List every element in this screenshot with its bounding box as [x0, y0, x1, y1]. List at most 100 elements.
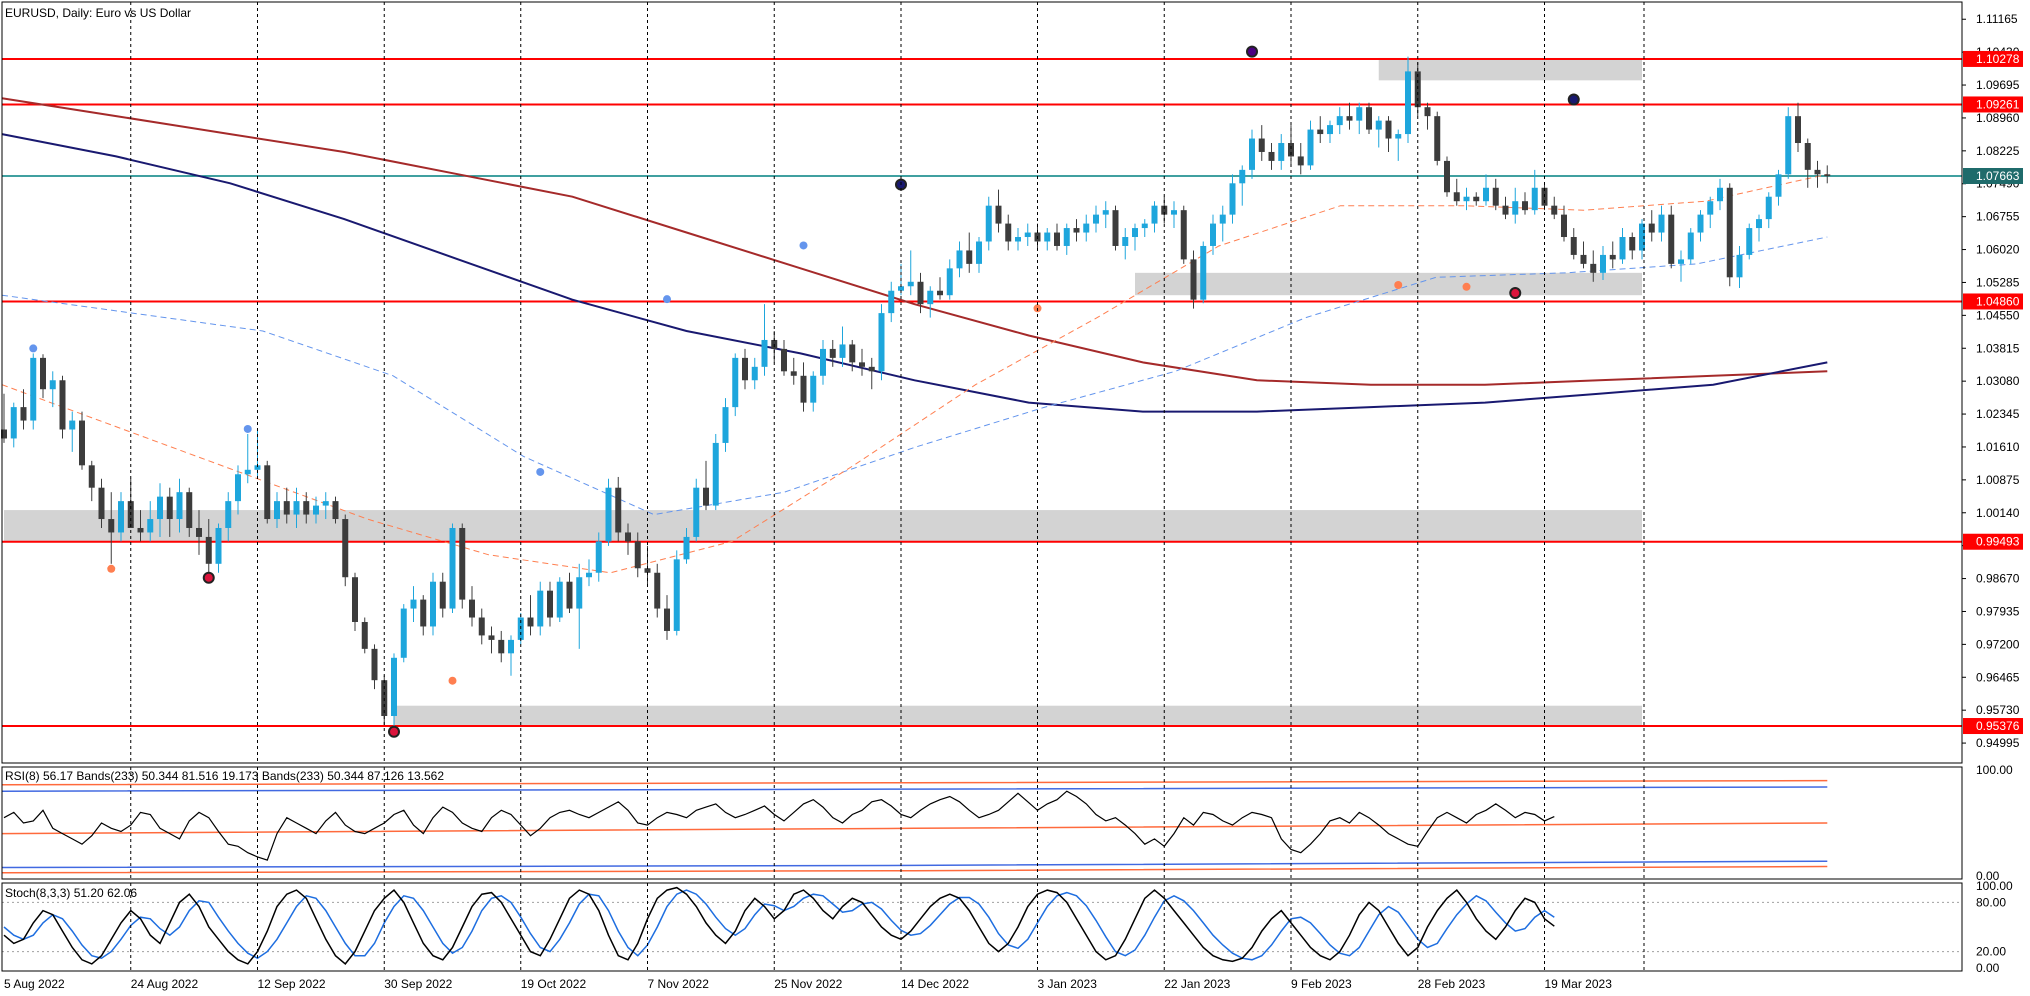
candle-body[interactable] — [332, 501, 339, 520]
candle-body[interactable] — [1522, 201, 1528, 211]
candle-body[interactable] — [995, 205, 1002, 224]
candle-body[interactable] — [1219, 214, 1226, 224]
candle-body[interactable] — [391, 657, 397, 716]
candle-body[interactable] — [1746, 228, 1753, 255]
swing-marker-dot[interactable] — [243, 424, 252, 433]
candle-body[interactable] — [478, 617, 485, 636]
candle-body[interactable] — [1824, 174, 1831, 177]
candle-body[interactable] — [508, 639, 514, 654]
candle-body[interactable] — [1531, 187, 1538, 211]
candle-body[interactable] — [1327, 125, 1333, 135]
candle-body[interactable] — [1492, 187, 1499, 206]
candle-body[interactable] — [1609, 254, 1616, 260]
candle-body[interactable] — [235, 474, 241, 502]
candle-body[interactable] — [1229, 183, 1236, 215]
swing-marker-ring[interactable] — [1509, 287, 1522, 300]
candle-body[interactable] — [654, 572, 661, 609]
candle-body[interactable] — [1629, 237, 1636, 251]
rsi-pane[interactable] — [1, 779, 1828, 874]
candle-body[interactable] — [225, 501, 232, 528]
candle-body[interactable] — [859, 362, 865, 367]
candle-body[interactable] — [303, 501, 310, 515]
candle-body[interactable] — [1707, 201, 1714, 215]
candle-body[interactable] — [400, 608, 407, 658]
candle-body[interactable] — [1726, 187, 1733, 278]
candle-body[interactable] — [352, 577, 358, 622]
candle-body[interactable] — [1024, 232, 1031, 238]
candle-body[interactable] — [1678, 259, 1684, 264]
candle-body[interactable] — [810, 375, 817, 403]
stoch-main-line[interactable] — [3, 886, 1555, 965]
candle-body[interactable] — [800, 375, 807, 403]
swing-marker-dot[interactable] — [663, 295, 671, 304]
candle-body[interactable] — [1765, 196, 1772, 220]
candle-body[interactable] — [1161, 205, 1168, 215]
candle-body[interactable] — [59, 380, 66, 430]
candle-body[interactable] — [69, 420, 76, 430]
candle-body[interactable] — [985, 205, 992, 242]
candle-body[interactable] — [595, 541, 602, 573]
candle-body[interactable] — [976, 241, 982, 264]
candle-body[interactable] — [410, 599, 417, 609]
candle-body[interactable] — [1044, 232, 1051, 242]
candle-body[interactable] — [1288, 143, 1294, 157]
candle-body[interactable] — [1141, 223, 1148, 229]
candle-body[interactable] — [1444, 160, 1450, 193]
candle-body[interactable] — [1434, 116, 1441, 161]
candle-body[interactable] — [1171, 210, 1177, 215]
candle-body[interactable] — [1414, 71, 1421, 108]
candle-body[interactable] — [537, 590, 544, 627]
candle-body[interactable] — [1093, 214, 1099, 224]
candle-body[interactable] — [1658, 214, 1665, 233]
candle-body[interactable] — [693, 487, 700, 537]
candle-body[interactable] — [1775, 174, 1782, 197]
candle-body[interactable] — [469, 599, 475, 618]
candle-body[interactable] — [1463, 196, 1470, 202]
candle-body[interactable] — [1697, 214, 1704, 233]
candle-body[interactable] — [586, 572, 592, 578]
candle-body[interactable] — [742, 357, 748, 381]
swing-marker-dot[interactable] — [536, 467, 545, 476]
candle-body[interactable] — [88, 465, 95, 488]
rsi-line[interactable] — [3, 790, 1555, 861]
swing-marker-dot[interactable] — [1462, 282, 1471, 291]
candle-body[interactable] — [283, 501, 290, 515]
candle-body[interactable] — [868, 366, 875, 372]
swing-marker-dot[interactable] — [799, 241, 808, 250]
swing-marker-ring[interactable] — [388, 725, 400, 738]
main-price-pane[interactable] — [1, 45, 1962, 738]
candle-body[interactable] — [1132, 228, 1138, 238]
candle-body[interactable] — [547, 590, 553, 618]
candle-body[interactable] — [1453, 192, 1460, 202]
candle-body[interactable] — [157, 496, 163, 520]
candle-body[interactable] — [322, 501, 329, 506]
candle-body[interactable] — [664, 608, 670, 631]
candle-body[interactable] — [1395, 134, 1402, 139]
candle-body[interactable] — [342, 519, 349, 578]
candle-body[interactable] — [1015, 237, 1021, 242]
candle-body[interactable] — [644, 568, 651, 573]
swing-marker-ring[interactable] — [1567, 93, 1580, 106]
candle-body[interactable] — [1795, 116, 1801, 144]
candle-body[interactable] — [566, 581, 573, 609]
candle-body[interactable] — [1258, 138, 1265, 152]
candle-body[interactable] — [1336, 116, 1343, 126]
candle-body[interactable] — [839, 344, 846, 358]
candle-body[interactable] — [293, 501, 300, 515]
candle-body[interactable] — [751, 366, 758, 381]
candle-body[interactable] — [1249, 138, 1255, 170]
candle-body[interactable] — [254, 465, 261, 470]
candle-body[interactable] — [10, 407, 17, 439]
candle-body[interactable] — [488, 635, 495, 640]
candle-body[interactable] — [946, 268, 953, 296]
candle-body[interactable] — [1736, 254, 1743, 278]
candle-body[interactable] — [1590, 263, 1597, 273]
candle-body[interactable] — [527, 617, 534, 627]
candle-body[interactable] — [118, 501, 124, 533]
candle-body[interactable] — [1785, 116, 1792, 175]
candle-body[interactable] — [937, 290, 943, 296]
candle-body[interactable] — [244, 469, 251, 475]
candle-body[interactable] — [849, 344, 856, 363]
candle-body[interactable] — [98, 487, 105, 520]
candle-body[interactable] — [1717, 187, 1723, 202]
